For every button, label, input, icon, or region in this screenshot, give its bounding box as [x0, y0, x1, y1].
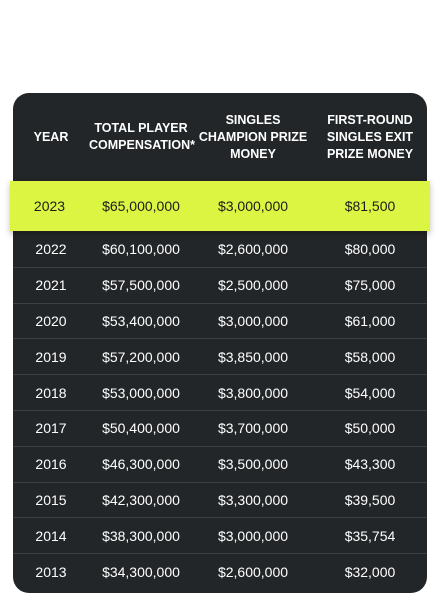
cell-champion-prize: $3,000,000 [217, 527, 289, 544]
cell-first-round-prize: $61,000 [344, 312, 396, 329]
table-row: 2013 $34,300,000 $2,600,000 $32,000 [13, 553, 427, 589]
cell-first-round-prize: $81,500 [344, 198, 396, 214]
cell-total-compensation: $53,000,000 [102, 384, 180, 401]
table-row: 2019 $57,200,000 $3,850,000 $58,000 [13, 338, 427, 374]
cell-champion-prize: $3,500,000 [217, 456, 289, 473]
cell-total-compensation: $42,300,000 [102, 491, 180, 508]
cell-first-round-prize: $80,000 [344, 240, 396, 257]
table-row: 2016 $46,300,000 $3,500,000 $43,300 [13, 445, 427, 482]
table-header: YEAR TOTAL PLAYER COMPENSATION* SINGLES … [13, 93, 427, 181]
cell-first-round-prize: $39,500 [344, 491, 396, 508]
header-total-compensation: TOTAL PLAYER COMPENSATION* [89, 121, 196, 152]
cell-total-compensation: $38,300,000 [102, 527, 180, 544]
cell-year: 2016 [35, 456, 67, 473]
cell-total-compensation: $50,400,000 [102, 420, 180, 437]
cell-champion-prize: $2,500,000 [217, 277, 289, 294]
header-first-round-prize: FIRST-ROUND SINGLES EXIT PRIZE MONEY [326, 112, 414, 161]
cell-champion-prize: $3,000,000 [217, 198, 289, 214]
cell-champion-prize: $2,600,000 [217, 240, 289, 257]
cell-first-round-prize: $35,754 [344, 527, 396, 544]
cell-first-round-prize: $32,000 [344, 563, 396, 580]
header-year: YEAR [33, 129, 69, 144]
cell-total-compensation: $65,000,000 [102, 198, 180, 214]
table-row: 2022 $60,100,000 $2,600,000 $80,000 [13, 231, 427, 267]
cell-year: 2021 [35, 277, 67, 294]
cell-year: 2015 [35, 491, 67, 508]
cell-total-compensation: $60,100,000 [102, 240, 180, 257]
table-row: 2015 $42,300,000 $3,300,000 $39,500 [13, 481, 427, 518]
header-champion-prize: SINGLES CHAMPION PRIZE MONEY [198, 112, 308, 161]
cell-first-round-prize: $58,000 [344, 348, 396, 365]
highlighted-row-2023: 2023 $65,000,000 $3,000,000 $81,500 [10, 181, 430, 231]
cell-total-compensation: $34,300,000 [102, 563, 180, 580]
cell-year: 2023 [33, 198, 66, 214]
cell-total-compensation: $46,300,000 [102, 456, 180, 473]
table-row: 2021 $57,500,000 $2,500,000 $75,000 [13, 266, 427, 303]
table-row: 2017 $50,400,000 $3,700,000 $50,000 [13, 409, 427, 446]
table-row: 2018 $53,000,000 $3,800,000 $54,000 [13, 374, 427, 410]
cell-champion-prize: $3,700,000 [217, 420, 289, 437]
cell-year: 2019 [35, 348, 67, 365]
table-body: 2022 $60,100,000 $2,600,000 $80,000 2021… [13, 231, 427, 589]
cell-first-round-prize: $50,000 [344, 420, 396, 437]
cell-year: 2020 [35, 312, 67, 329]
cell-first-round-prize: $54,000 [344, 384, 396, 401]
cell-champion-prize: $3,300,000 [217, 491, 289, 508]
table-row: 2014 $38,300,000 $3,000,000 $35,754 [13, 517, 427, 553]
prize-money-table: YEAR TOTAL PLAYER COMPENSATION* SINGLES … [10, 93, 430, 593]
cell-year: 2013 [35, 563, 67, 580]
cell-year: 2022 [35, 240, 67, 257]
cell-champion-prize: $3,800,000 [217, 384, 289, 401]
table-row: 2020 $53,400,000 $3,000,000 $61,000 [13, 302, 427, 339]
cell-first-round-prize: $75,000 [344, 277, 396, 294]
cell-total-compensation: $53,400,000 [102, 312, 180, 329]
cell-champion-prize: $3,000,000 [217, 312, 289, 329]
cell-year: 2018 [35, 384, 67, 401]
cell-year: 2017 [35, 420, 67, 437]
cell-total-compensation: $57,200,000 [102, 348, 180, 365]
cell-year: 2014 [35, 527, 67, 544]
cell-first-round-prize: $43,300 [344, 456, 396, 473]
cell-champion-prize: $2,600,000 [217, 563, 289, 580]
cell-champion-prize: $3,850,000 [217, 348, 289, 365]
cell-total-compensation: $57,500,000 [102, 277, 180, 294]
